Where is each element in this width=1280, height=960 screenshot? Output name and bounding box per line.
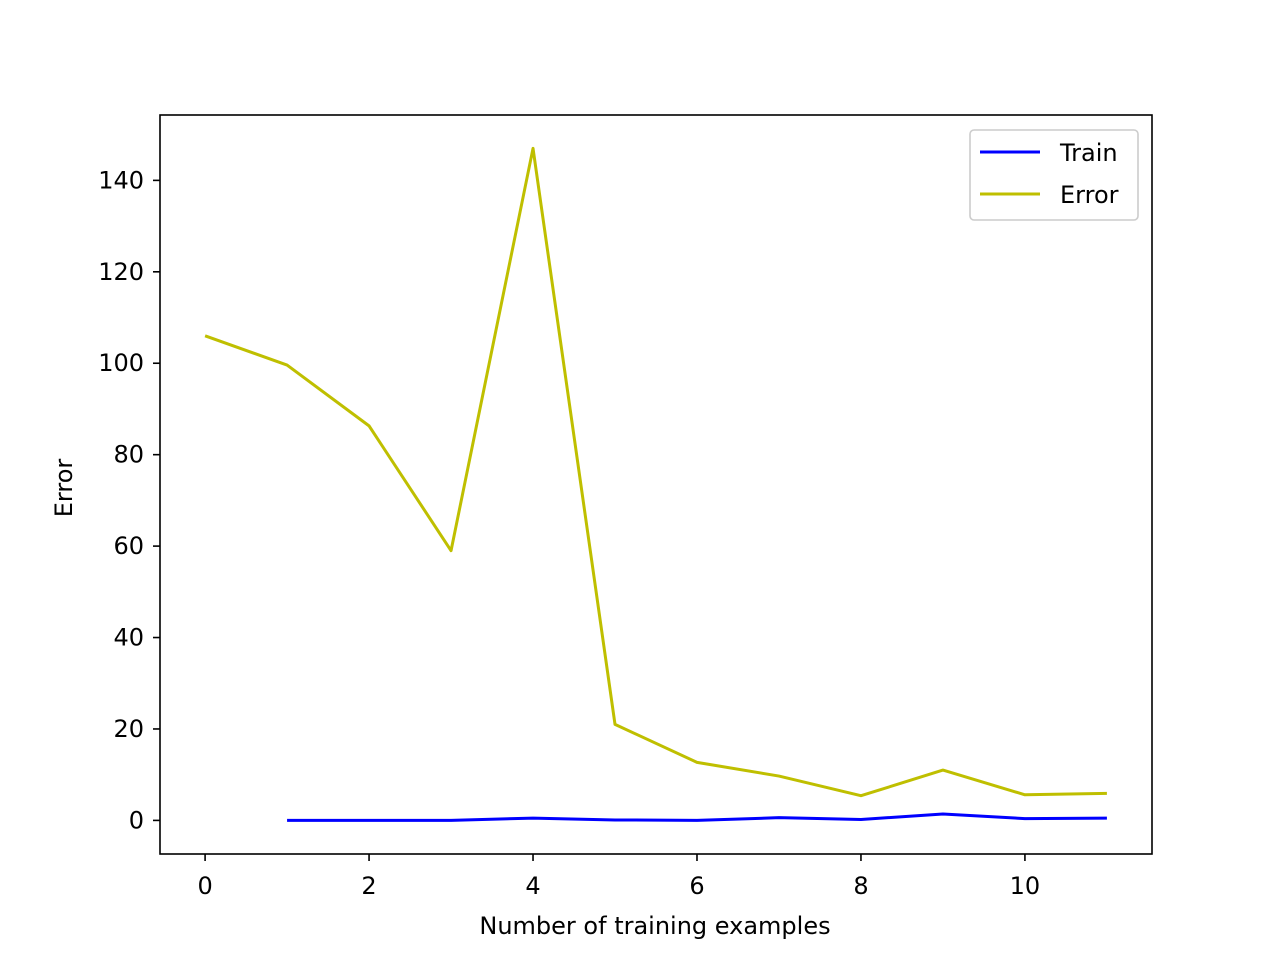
plot-background [160, 115, 1152, 854]
y-tick-label: 60 [113, 532, 144, 560]
axes-frame [159, 114, 1153, 855]
x-tick-label: 8 [853, 872, 868, 900]
y-axis-label: Error [50, 459, 78, 518]
x-tick-label: 2 [361, 872, 376, 900]
series-line-train [287, 812, 1107, 822]
y-tick-label: 20 [113, 715, 144, 743]
y-tick-label: 140 [98, 166, 144, 194]
legend-label-train: Train [1059, 139, 1118, 167]
y-tick-label: 80 [113, 441, 144, 469]
x-tick-label: 6 [689, 872, 704, 900]
series-layer [204, 146, 1107, 822]
y-tick-label: 0 [129, 806, 144, 834]
series-line-error [204, 146, 1107, 798]
legend-label-error: Error [1060, 181, 1119, 209]
legend: Train Error [969, 129, 1139, 221]
x-axis-label: Number of training examples [479, 912, 830, 940]
plot-area [160, 115, 1152, 854]
x-tick-label: 4 [525, 872, 540, 900]
y-tick-label: 100 [98, 349, 144, 377]
y-tick-label: 40 [113, 624, 144, 652]
x-tick-label: 0 [197, 872, 212, 900]
x-tick-label: 10 [1010, 872, 1041, 900]
y-tick-label: 120 [98, 258, 144, 286]
